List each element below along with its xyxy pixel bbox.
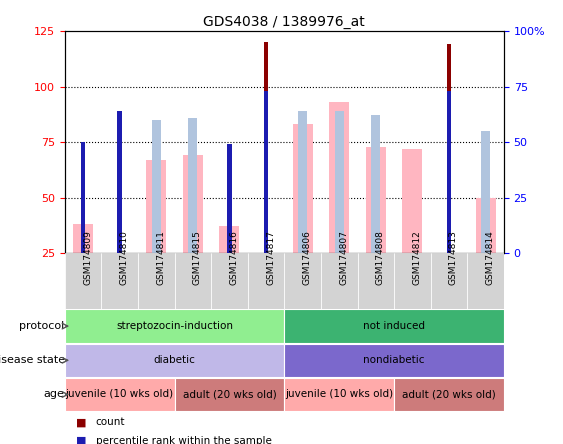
Bar — [227, 144, 231, 253]
Text: GSM174808: GSM174808 — [376, 230, 385, 285]
Text: GSM174812: GSM174812 — [412, 230, 421, 285]
Bar — [146, 160, 166, 253]
Bar — [188, 118, 198, 253]
Bar — [284, 309, 504, 343]
Bar — [65, 309, 284, 343]
Bar — [431, 253, 467, 309]
Bar — [476, 198, 495, 253]
Text: GSM174815: GSM174815 — [193, 230, 202, 285]
Text: adult (20 wks old): adult (20 wks old) — [402, 389, 496, 400]
Bar — [371, 115, 381, 253]
Bar — [183, 155, 203, 253]
Bar — [65, 253, 101, 309]
Bar — [321, 253, 358, 309]
Bar — [284, 344, 504, 377]
Bar — [481, 131, 490, 253]
Bar — [73, 224, 93, 253]
Bar — [248, 253, 284, 309]
Text: GSM174816: GSM174816 — [230, 230, 238, 285]
Bar — [394, 378, 504, 411]
Bar — [220, 226, 239, 253]
Text: GSM174811: GSM174811 — [157, 230, 165, 285]
Text: count: count — [96, 417, 125, 427]
Bar — [138, 253, 175, 309]
Bar — [81, 142, 85, 253]
Bar — [403, 149, 422, 253]
Bar — [65, 344, 284, 377]
Bar — [447, 44, 451, 253]
Text: GSM174809: GSM174809 — [83, 230, 92, 285]
Bar — [284, 378, 394, 411]
Text: GSM174813: GSM174813 — [449, 230, 458, 285]
Text: protocol: protocol — [20, 321, 65, 331]
Bar — [151, 120, 161, 253]
Bar — [65, 378, 175, 411]
Bar — [175, 378, 284, 411]
Bar — [467, 253, 504, 309]
Text: GSM174817: GSM174817 — [266, 230, 275, 285]
Bar — [101, 253, 138, 309]
Bar — [447, 91, 451, 253]
Bar — [298, 111, 307, 253]
Bar — [118, 142, 122, 253]
Bar — [329, 102, 349, 253]
Text: GSM174810: GSM174810 — [120, 230, 128, 285]
Text: nondiabetic: nondiabetic — [363, 355, 425, 365]
Text: not induced: not induced — [363, 321, 425, 331]
Bar — [293, 124, 312, 253]
Text: disease state: disease state — [0, 355, 65, 365]
Text: ■: ■ — [76, 436, 87, 444]
Bar — [118, 111, 122, 253]
Bar — [284, 253, 321, 309]
Title: GDS4038 / 1389976_at: GDS4038 / 1389976_at — [203, 15, 365, 29]
Text: GSM174806: GSM174806 — [303, 230, 311, 285]
Bar — [358, 253, 394, 309]
Text: ■: ■ — [76, 417, 87, 427]
Text: juvenile (10 wks old): juvenile (10 wks old) — [285, 389, 394, 400]
Bar — [334, 111, 344, 253]
Bar — [175, 253, 211, 309]
Text: GSM174807: GSM174807 — [339, 230, 348, 285]
Bar — [264, 91, 268, 253]
Text: juvenile (10 wks old): juvenile (10 wks old) — [65, 389, 174, 400]
Bar — [394, 253, 431, 309]
Text: GSM174814: GSM174814 — [485, 230, 494, 285]
Text: adult (20 wks old): adult (20 wks old) — [182, 389, 276, 400]
Text: age: age — [44, 389, 65, 400]
Text: streptozocin-induction: streptozocin-induction — [116, 321, 233, 331]
Bar — [264, 42, 268, 253]
Text: percentile rank within the sample: percentile rank within the sample — [96, 436, 271, 444]
Bar — [211, 253, 248, 309]
Bar — [366, 147, 386, 253]
Text: diabetic: diabetic — [154, 355, 195, 365]
